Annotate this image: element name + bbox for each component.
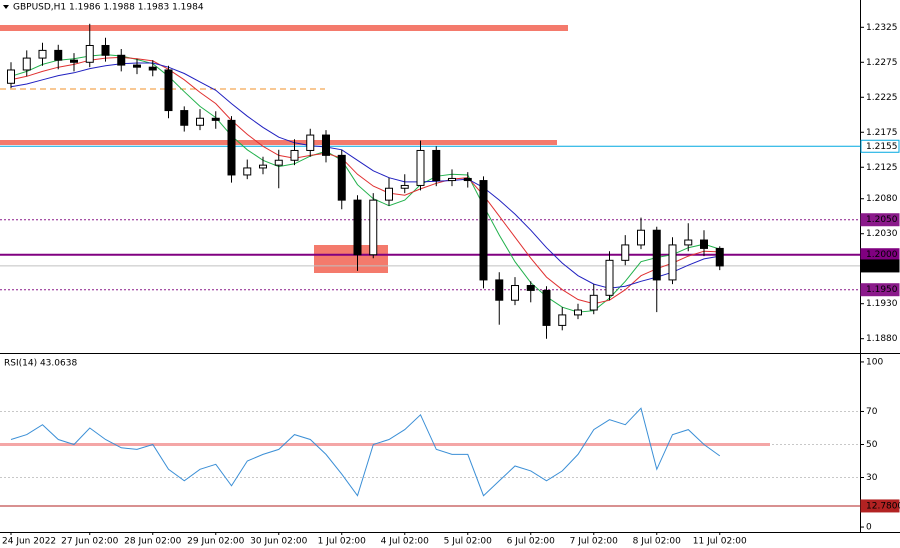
resistance-zone [0,25,568,31]
candle-body [668,244,677,281]
candle-body [684,239,693,246]
candle-body [117,54,126,66]
candle-body [400,184,409,189]
candle-body [259,164,267,169]
rsi-line [10,407,721,497]
y-tick-label: 1.2325 [866,23,898,33]
y-tick-label: 100 [866,357,883,367]
candle-body [227,119,236,176]
y-tick-label: 1.2175 [866,128,898,138]
y-tick-label: 1.2125 [866,163,898,173]
level-label: 1.1984 [866,261,898,271]
candle-body [164,69,173,112]
moving-average [10,56,720,305]
level-label-box [860,499,900,513]
candle-body [180,110,189,126]
candle-body [385,187,393,201]
y-tick-label: 30 [866,473,878,483]
level-label: 1.2000 [866,250,898,260]
candle-body [133,64,141,68]
x-tick-label: 6 Jul 02:00 [507,537,556,547]
candle-body [542,289,551,326]
candle-body [54,49,63,61]
candle-body [353,199,362,256]
candle-body [211,117,220,121]
candle-body [243,167,252,176]
x-tick-label: 4 Jul 02:00 [381,537,430,547]
y-tick-label: 70 [866,407,878,417]
y-tick-label: 1.1880 [866,334,898,344]
symbol-title: GBPUSD,H1 1.1986 1.1988 1.1983 1.1984 [13,3,204,13]
candle-body [558,314,567,326]
x-tick-label: 11 Jul 02:00 [693,537,747,547]
moving-average [10,62,720,289]
y-tick-label: 1.2275 [866,58,898,68]
candle-body [369,199,378,256]
x-tick-label: 28 Jun 02:00 [124,537,181,547]
y-tick-label: 1.2225 [866,93,898,103]
x-tick-label: 30 Jun 02:00 [250,537,307,547]
x-tick-label: 24 Jun 2022 [2,537,56,547]
candle-body [322,134,330,156]
candle-body [337,154,346,201]
y-tick-label: 1.2030 [866,229,898,239]
candle-body [148,66,157,71]
x-tick-label: 1 Jul 02:00 [318,537,367,547]
candle-body [700,239,708,249]
candle-body [38,49,47,59]
candle-body [652,229,661,281]
candle-body [22,57,31,71]
candle-body [715,247,724,267]
rsi-title: RSI(14) 43.0638 [4,359,77,369]
candle-body [463,177,472,182]
menu-arrow[interactable] [3,5,9,9]
candle-body [306,134,315,151]
candle-body [448,177,456,182]
plot-layer: 1.2325 1.2275 1.2225 1.2175 1.2125 1.2080 1.20… [0,23,900,547]
level-label: 12.7800 [866,501,900,511]
candle-body [416,149,425,186]
resistance-zone [0,140,557,145]
level-label: 1.2155 [866,142,898,152]
x-tick-label: 7 Jul 02:00 [570,537,619,547]
y-tick-label: 50 [866,440,878,450]
candle-body [637,229,645,246]
candle-body [495,279,504,301]
candle-body [589,294,598,311]
level-label-box [860,283,900,297]
candle-body [479,180,488,281]
level-label-box [860,139,900,153]
level-label-box [860,213,900,227]
candle-body [70,59,78,63]
candle-body [274,159,283,166]
candle-body [85,44,94,63]
candle-body [7,69,15,84]
x-tick-label: 27 Jun 02:00 [61,537,118,547]
y-tick-label: 1.1930 [866,299,898,309]
level-label-box [860,259,900,273]
candle-body [574,309,582,316]
candle-body [511,285,519,301]
y-tick-label: 0 [866,523,872,533]
candle-body [290,149,299,161]
candle-body [101,44,110,56]
y-tick-label: 1.2080 [866,194,898,204]
x-tick-label: 5 Jul 02:00 [444,537,493,547]
level-label: 1.1950 [866,285,898,295]
candle-body [605,259,614,296]
level-label: 1.2050 [866,215,898,225]
candle-body [526,285,535,291]
candle-body [432,149,441,182]
x-tick-label: 29 Jun 02:00 [187,537,244,547]
candle-body [621,244,630,261]
x-tick-label: 8 Jul 02:00 [633,537,682,547]
candle-body [196,117,204,126]
